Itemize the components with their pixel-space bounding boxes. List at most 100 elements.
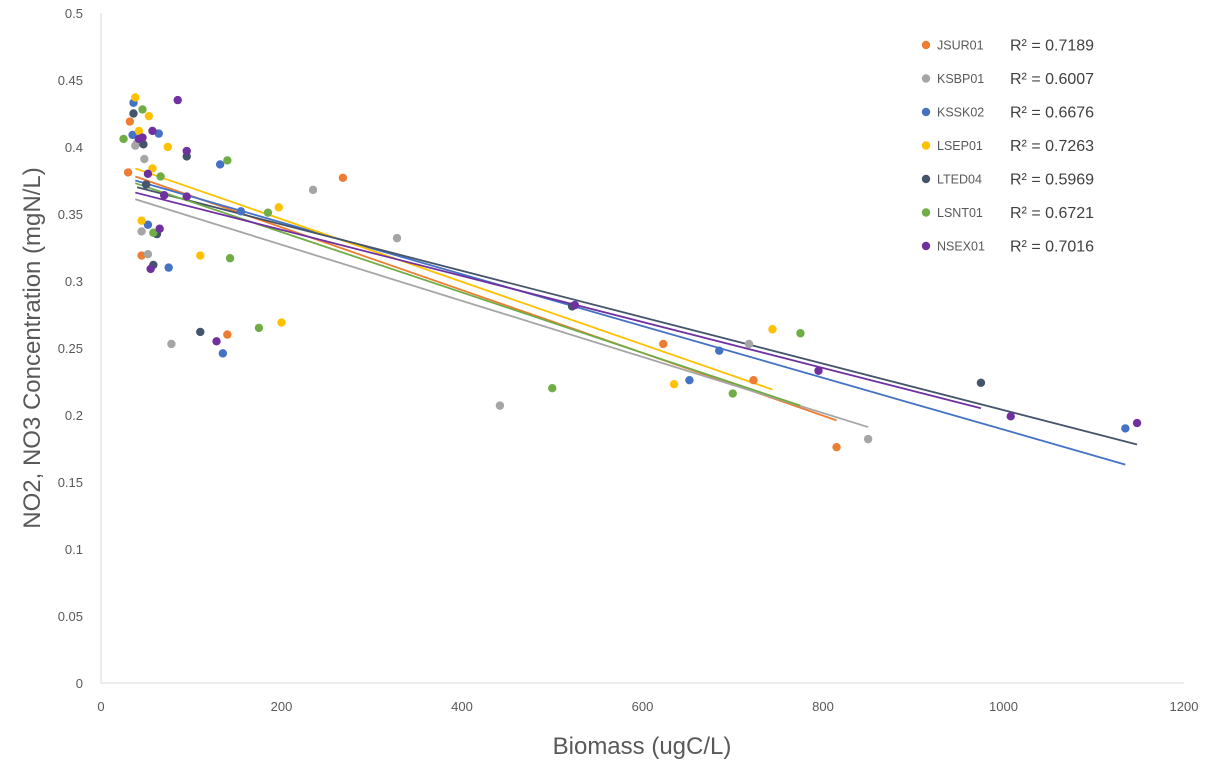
legend-r2-label: R² = 0.7263 bbox=[1010, 138, 1094, 155]
x-tick-label: 400 bbox=[451, 699, 473, 714]
point-lsnt01 bbox=[138, 105, 147, 114]
legend-r2-label: R² = 0.6676 bbox=[1010, 105, 1094, 122]
point-ksbp01 bbox=[140, 154, 149, 164]
point-lted04 bbox=[141, 180, 151, 189]
point-lsnt01 bbox=[263, 208, 273, 217]
x-tick-label: 800 bbox=[812, 699, 834, 714]
data-points bbox=[119, 93, 1142, 452]
y-tick-label: 0.25 bbox=[58, 341, 83, 356]
x-tick-labels: 0 200 400 600 800 1000 1200 bbox=[97, 699, 1198, 714]
point-lsnt01 bbox=[225, 254, 235, 263]
y-tick-label: 0.2 bbox=[65, 408, 83, 423]
point-lsep01 bbox=[274, 203, 283, 212]
point-kssk02 bbox=[1121, 424, 1130, 433]
point-lsnt01 bbox=[149, 228, 158, 237]
legend-marker bbox=[921, 174, 931, 184]
point-kssk02 bbox=[218, 349, 228, 358]
y-tick-labels: 0 0.05 0.1 0.15 0.2 0.25 0.3 0.35 0.4 0.45 0.5 bbox=[58, 6, 83, 691]
point-nsex01 bbox=[212, 337, 221, 346]
legend-r2-label: R² = 0.7189 bbox=[1010, 38, 1094, 55]
point-jsur01 bbox=[749, 375, 758, 385]
legend-marker bbox=[921, 141, 931, 150]
point-nsex01 bbox=[182, 192, 191, 201]
point-ksbp01 bbox=[863, 434, 873, 444]
y-tick-label: 0.3 bbox=[65, 274, 83, 289]
trendline-lsep01 bbox=[134, 167, 773, 391]
point-nsex01 bbox=[814, 366, 823, 375]
point-nsex01 bbox=[148, 126, 157, 136]
point-jsur01 bbox=[338, 173, 348, 183]
point-ksbp01 bbox=[167, 339, 176, 349]
point-nsex01 bbox=[1006, 412, 1015, 421]
point-ksbp01 bbox=[495, 401, 505, 410]
legend-label: LSNT01 bbox=[937, 206, 983, 220]
trendline-ksbp01 bbox=[135, 198, 869, 428]
point-kssk02 bbox=[236, 207, 246, 216]
point-lsep01 bbox=[196, 251, 205, 260]
y-tick-label: 0.5 bbox=[65, 6, 83, 21]
y-axis-title: NO2, NO3 Concentration (mgN/L) bbox=[19, 167, 46, 528]
point-jsur01 bbox=[123, 168, 133, 177]
x-tick-label: 1000 bbox=[989, 699, 1018, 714]
y-tick-label: 0.45 bbox=[58, 73, 83, 88]
point-ksbp01 bbox=[308, 185, 318, 195]
point-nsex01 bbox=[1132, 418, 1142, 428]
point-lsnt01 bbox=[728, 389, 737, 398]
legend-r2-label: R² = 0.5969 bbox=[1010, 172, 1094, 189]
legend-label: KSBP01 bbox=[937, 72, 984, 86]
point-nsex01 bbox=[155, 224, 164, 233]
x-axis-title: Biomass (ugC/L) bbox=[553, 733, 732, 760]
point-lted04 bbox=[129, 109, 138, 118]
point-kssk02 bbox=[215, 160, 225, 169]
point-nsex01 bbox=[159, 191, 169, 200]
point-lted04 bbox=[976, 378, 986, 388]
x-tick-label: 0 bbox=[97, 699, 104, 714]
point-lsep01 bbox=[163, 142, 172, 152]
legend-r2-label: R² = 0.6721 bbox=[1010, 205, 1094, 222]
legend-label: KSSK02 bbox=[937, 106, 984, 120]
point-nsex01 bbox=[143, 169, 153, 178]
point-nsex01 bbox=[173, 95, 182, 105]
point-jsur01 bbox=[659, 339, 668, 349]
point-kssk02 bbox=[164, 263, 173, 272]
point-nsex01 bbox=[570, 300, 580, 310]
point-lsnt01 bbox=[254, 323, 264, 333]
y-tick-label: 0 bbox=[76, 676, 83, 691]
y-tick-label: 0.1 bbox=[65, 542, 83, 557]
legend: JSUR01 R² = 0.7189 KSBP01 R² = 0.6007 KSSK02… bbox=[921, 38, 1094, 256]
point-jsur01 bbox=[125, 117, 135, 126]
point-lsnt01 bbox=[796, 329, 805, 338]
point-lsnt01 bbox=[548, 384, 557, 393]
legend-marker bbox=[921, 107, 931, 117]
x-tick-label: 1200 bbox=[1170, 699, 1199, 714]
point-nsex01 bbox=[182, 146, 191, 156]
legend-marker bbox=[921, 241, 931, 251]
legend-label: LSEP01 bbox=[937, 139, 983, 153]
legend-label: LTED04 bbox=[937, 173, 982, 187]
legend-marker bbox=[921, 40, 931, 50]
point-kssk02 bbox=[154, 129, 163, 138]
point-ksbp01 bbox=[137, 227, 146, 236]
point-lsep01 bbox=[131, 93, 140, 102]
trendline-lsnt01 bbox=[135, 182, 801, 407]
legend-r2-label: R² = 0.6007 bbox=[1010, 71, 1094, 88]
point-lsnt01 bbox=[156, 172, 165, 181]
y-tick-label: 0.4 bbox=[65, 140, 83, 155]
legend-marker bbox=[921, 208, 931, 217]
point-lsep01 bbox=[669, 379, 679, 389]
point-lsep01 bbox=[144, 111, 154, 121]
trendline-lted04 bbox=[136, 186, 1138, 446]
point-jsur01 bbox=[223, 330, 232, 339]
y-tick-label: 0.05 bbox=[58, 609, 83, 624]
x-tick-label: 600 bbox=[632, 699, 654, 714]
point-lsep01 bbox=[134, 126, 144, 136]
y-tick-label: 0.15 bbox=[58, 475, 83, 490]
trendline-nsex01 bbox=[135, 191, 982, 410]
point-nsex01 bbox=[146, 264, 155, 274]
point-ksbp01 bbox=[143, 250, 153, 259]
trendline-kssk02 bbox=[135, 179, 1126, 466]
point-lted04 bbox=[196, 327, 205, 337]
point-jsur01 bbox=[832, 442, 841, 452]
legend-marker bbox=[921, 74, 931, 83]
